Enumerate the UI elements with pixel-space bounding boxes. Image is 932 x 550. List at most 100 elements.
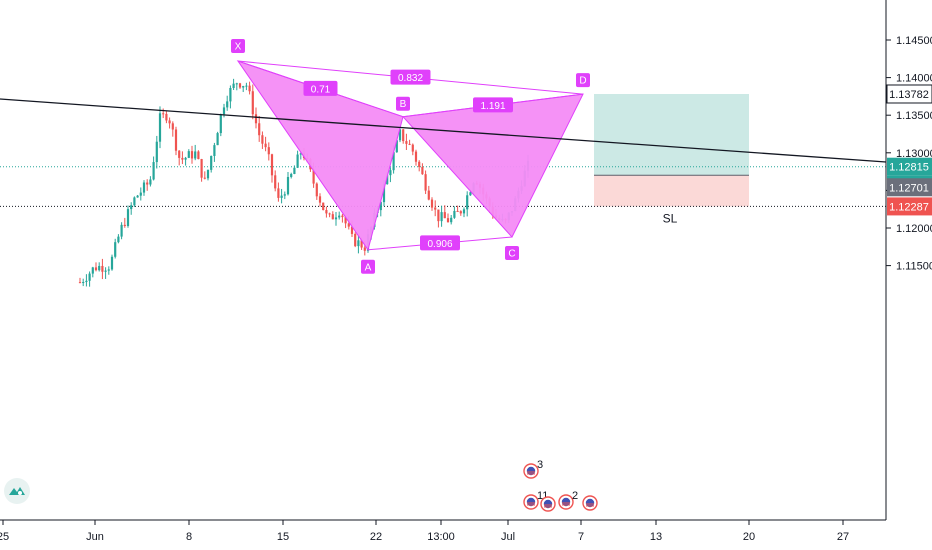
candle <box>274 170 277 192</box>
candle <box>434 200 437 217</box>
resistance-trendline[interactable] <box>0 98 887 163</box>
candle <box>299 152 302 160</box>
event-flag-icon[interactable] <box>540 496 556 512</box>
candle <box>354 232 357 248</box>
candle <box>411 143 414 156</box>
candle <box>389 167 392 183</box>
y-tick-label: 1.14000 <box>896 73 932 85</box>
candle <box>322 202 325 211</box>
candle <box>197 150 200 160</box>
ratio-label-bd: 1.191 <box>473 97 513 113</box>
candle <box>146 179 149 191</box>
price-tag: 1.13782 <box>886 84 932 104</box>
candle <box>85 274 88 287</box>
candle <box>126 205 130 228</box>
candle <box>405 133 408 150</box>
svg-text:2: 2 <box>572 490 578 502</box>
x-tick-label: 13 <box>650 531 662 543</box>
x-tick-label: 22 <box>370 531 382 543</box>
candle <box>283 191 286 200</box>
candle <box>414 149 418 166</box>
candle <box>437 209 440 228</box>
candle <box>443 205 446 219</box>
event-flag-icon[interactable]: 11 <box>523 490 548 510</box>
candle <box>171 121 174 137</box>
candle <box>78 277 82 284</box>
x-tick-label: 25 <box>0 531 9 543</box>
candle <box>248 81 251 95</box>
candle <box>254 107 258 129</box>
svg-text:11: 11 <box>537 490 548 502</box>
candle <box>286 172 290 196</box>
candle <box>88 271 91 287</box>
candle <box>91 266 94 278</box>
candle <box>155 135 158 169</box>
candle <box>114 238 117 259</box>
event-flag-icon[interactable]: 3 <box>523 459 543 479</box>
candle <box>158 106 162 149</box>
svg-text:D: D <box>579 76 586 87</box>
y-tick-label: 1.14500 <box>896 35 932 47</box>
candle <box>466 191 469 217</box>
svg-text:B: B <box>400 99 407 110</box>
price-tag: 1.12701 <box>887 178 932 197</box>
candle <box>462 207 466 218</box>
candle <box>216 131 219 146</box>
candle <box>130 202 133 215</box>
candle <box>178 150 181 166</box>
candle <box>261 131 264 149</box>
pattern-point-d[interactable]: D <box>576 73 590 88</box>
svg-text:1.13782: 1.13782 <box>889 89 929 101</box>
stop-zone[interactable] <box>594 175 749 207</box>
candle <box>104 267 107 279</box>
y-tick-label: 1.13000 <box>896 148 932 160</box>
candle <box>450 214 453 225</box>
candle <box>238 82 242 89</box>
candle <box>229 85 232 109</box>
pattern-point-x[interactable]: X <box>231 39 245 54</box>
svg-text:X: X <box>235 42 242 53</box>
candle <box>453 206 456 219</box>
candle <box>293 165 296 175</box>
x-tick-label: Jul <box>501 531 515 543</box>
plot-area[interactable] <box>0 0 886 520</box>
candle <box>235 82 238 91</box>
event-flag-icon[interactable]: 2 <box>558 490 578 510</box>
candle <box>232 78 235 91</box>
sl-label: SL <box>663 211 678 225</box>
candle <box>152 156 155 181</box>
candle <box>446 213 450 223</box>
pattern-point-b[interactable]: B <box>396 96 410 111</box>
candle <box>430 197 434 211</box>
event-flag-icon[interactable] <box>582 495 598 511</box>
svg-text:1.12815: 1.12815 <box>889 162 929 174</box>
svg-text:A: A <box>365 262 372 273</box>
ratio-label-ac: 0.906 <box>420 235 460 251</box>
candle <box>402 128 405 144</box>
target-zone[interactable] <box>594 93 749 176</box>
candle <box>290 172 293 179</box>
x-tick-label: 13:00 <box>427 531 455 543</box>
candle <box>421 163 424 175</box>
tradingview-logo-icon[interactable] <box>4 478 30 504</box>
price-tag: 1.12287 <box>887 197 932 216</box>
candle <box>187 149 190 159</box>
candle <box>427 185 430 201</box>
candle <box>174 126 178 156</box>
x-tick-label: Jun <box>86 531 104 543</box>
candle <box>280 188 283 204</box>
candle <box>82 278 85 287</box>
svg-text:0.906: 0.906 <box>427 239 452 250</box>
pattern-point-a[interactable]: A <box>361 259 375 274</box>
candle <box>251 84 254 120</box>
x-tick-label: 8 <box>186 531 192 543</box>
pattern-point-c[interactable]: C <box>505 246 519 261</box>
candle <box>277 182 280 202</box>
candle <box>242 85 245 93</box>
candle <box>341 213 344 223</box>
svg-text:0.832: 0.832 <box>398 73 423 84</box>
candle <box>424 170 427 195</box>
candle <box>318 193 322 207</box>
